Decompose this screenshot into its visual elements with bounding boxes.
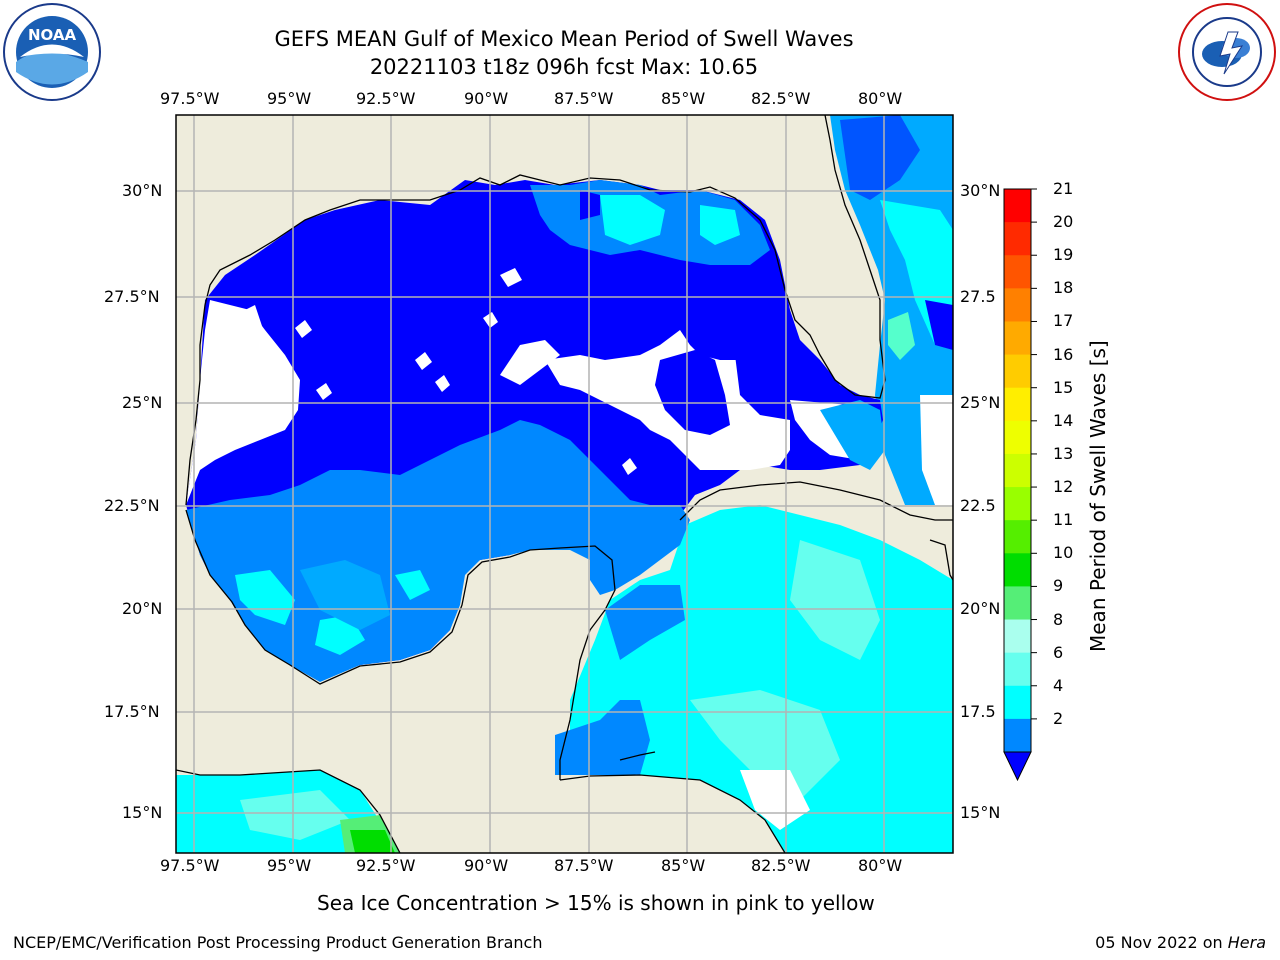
lon-label: 92.5°W — [356, 89, 416, 108]
footer-left: NCEP/EMC/Verification Post Processing Pr… — [13, 933, 543, 952]
colorbar-label: 13 — [1053, 443, 1074, 463]
colorbar-label: 12 — [1053, 477, 1074, 497]
colorbar-label: 17 — [1053, 311, 1074, 331]
colorbar-label: 2 — [1053, 708, 1064, 728]
colorbar-frame — [1003, 188, 1032, 753]
colorbar-segment — [1004, 387, 1031, 422]
lat-label: 30°N — [122, 181, 163, 200]
lon-label: 95°W — [267, 89, 312, 108]
footer-right: 05 Nov 2022 on Hera — [1095, 933, 1266, 952]
colorbar-label: 18 — [1053, 278, 1074, 298]
lon-label: 90°W — [464, 89, 509, 108]
lat-label: 15°N — [960, 803, 1001, 822]
plot-title-line2: 20221103 t18z 096h fcst Max: 10.65 — [369, 55, 759, 79]
lat-label: 25°N — [122, 393, 163, 412]
lon-label: 80°W — [858, 89, 903, 108]
map-field — [176, 115, 953, 853]
map-frame — [175, 114, 954, 854]
colorbar-segment — [1004, 718, 1031, 753]
lon-label: 85°W — [661, 856, 706, 875]
colorbar-label: 20 — [1053, 212, 1074, 232]
colorbar-segment — [1004, 586, 1031, 621]
lon-label: 95°W — [267, 856, 312, 875]
lon-label: 82.5°W — [751, 89, 811, 108]
lat-label: 17.5 — [960, 702, 996, 721]
colorbar-label: 4 — [1053, 675, 1064, 695]
colorbar-title: Mean Period of Swell Waves [s] — [1086, 340, 1110, 652]
noaa-logo: NOAA — [2, 2, 102, 102]
colorbar-segment — [1004, 321, 1031, 356]
colorbar-label: 14 — [1053, 410, 1074, 430]
colorbar-label: 16 — [1053, 344, 1074, 364]
sea-ice-note: Sea Ice Concentration > 15% is shown in … — [317, 891, 875, 915]
lon-label: 82.5°W — [751, 856, 811, 875]
colorbar-segment — [1004, 520, 1031, 554]
lat-label: 22.5°N — [104, 496, 160, 515]
lon-label: 87.5°W — [554, 89, 614, 108]
colorbar-label: 6 — [1053, 642, 1064, 662]
colorbar-label: 11 — [1053, 510, 1074, 530]
colorbar-segment — [1004, 487, 1031, 521]
colorbar-segment — [1004, 354, 1031, 389]
colorbar-segment — [1004, 553, 1031, 587]
nws-logo — [1176, 2, 1278, 102]
colorbar-label: 15 — [1053, 377, 1074, 397]
lon-label: 85°W — [661, 89, 706, 108]
lon-label: 92.5°W — [356, 856, 416, 875]
lon-label: 97.5°W — [160, 856, 220, 875]
colorbar-label: 21 — [1053, 179, 1074, 198]
graticule — [176, 115, 953, 853]
colorbar-segment — [1004, 420, 1031, 455]
lat-label: 30°N — [960, 181, 1001, 200]
colorbar-extend-arrow — [1003, 751, 1032, 782]
colorbar-label: 8 — [1053, 609, 1064, 629]
coastlines — [176, 115, 953, 853]
lon-label: 80°W — [858, 856, 903, 875]
colorbar-segment — [1004, 453, 1031, 488]
lon-label: 90°W — [464, 856, 509, 875]
colorbar-segment — [1004, 288, 1031, 322]
colorbar-segment — [1004, 685, 1031, 720]
colorbar-segment — [1004, 222, 1031, 256]
plot-title-line1: GEFS MEAN Gulf of Mexico Mean Period of … — [274, 27, 854, 51]
lat-label: 27.5°N — [104, 287, 160, 306]
colorbar-segment — [1004, 189, 1031, 223]
lat-label: 27.5 — [960, 287, 996, 306]
lat-label: 15°N — [122, 803, 163, 822]
colorbar-label: 9 — [1053, 576, 1064, 596]
colorbar-segment — [1004, 652, 1031, 687]
lon-label: 97.5°W — [160, 89, 220, 108]
lat-label: 20°N — [960, 599, 1001, 618]
noaa-logo-text: NOAA — [28, 26, 77, 44]
colorbar-segment — [1004, 255, 1031, 289]
lat-label: 22.5 — [960, 496, 996, 515]
colorbar-label: 19 — [1053, 245, 1074, 265]
colorbar — [1003, 188, 1037, 782]
lat-label: 17.5°N — [104, 702, 160, 721]
colorbar-label: 10 — [1053, 543, 1074, 563]
lon-label: 87.5°W — [554, 856, 614, 875]
lat-label: 25°N — [960, 393, 1001, 412]
footer-host: Hera — [1227, 933, 1266, 952]
colorbar-segment — [1004, 619, 1031, 654]
lat-label: 20°N — [122, 599, 163, 618]
footer-date: 05 Nov 2022 on — [1095, 933, 1228, 952]
